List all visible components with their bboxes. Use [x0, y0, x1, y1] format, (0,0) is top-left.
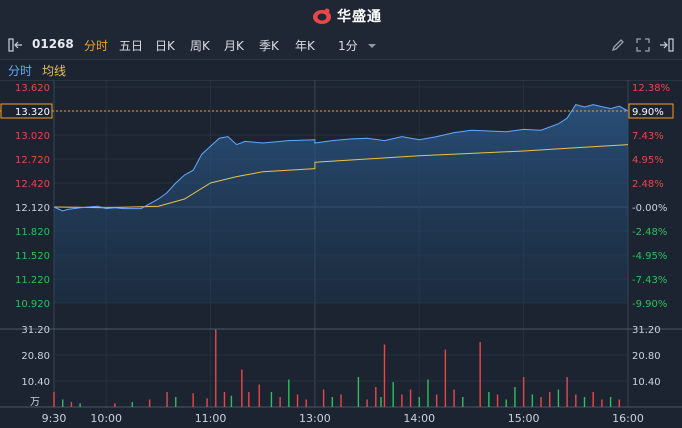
pct-tick-label: -0.00%	[632, 203, 667, 214]
price-area	[54, 104, 628, 303]
current-pct-label: 9.90%	[632, 107, 664, 118]
pct-tick-label: 4.95%	[632, 155, 664, 166]
brand-logo-icon	[313, 8, 331, 24]
tab-daily-k[interactable]: 日K	[155, 39, 175, 53]
legend-average[interactable]: 均线	[42, 64, 67, 78]
tab-yearly-k[interactable]: 年K	[295, 39, 315, 53]
chart-toolbar: 01268 分时 五日 日K 周K 月K 季K 年K 1分	[0, 31, 682, 60]
volume-tick-label-right: 31.20	[632, 325, 661, 336]
pct-tick-label: -7.43%	[632, 275, 667, 286]
stock-code: 01268	[32, 37, 74, 51]
interval-select[interactable]: 1分	[338, 37, 377, 54]
price-line	[53, 104, 629, 212]
expand-panel-icon[interactable]	[658, 38, 674, 52]
price-tick-label: 12.720	[15, 155, 50, 166]
current-pct-badge	[628, 103, 674, 119]
interval-select-value: 1分	[338, 39, 358, 53]
price-tick-label: 13.020	[15, 131, 50, 142]
fullscreen-icon[interactable]	[636, 38, 650, 52]
intraday-chart: 13.620 12.38% 13.320 9.90% 13.020 7.43% 12.720…	[0, 80, 682, 425]
legend-bar: 分时 均线	[0, 60, 682, 80]
volume-tick-label-right: 10.40	[632, 377, 661, 388]
legend-intraday[interactable]: 分时	[8, 64, 33, 78]
price-tick-label: 11.820	[15, 227, 50, 238]
price-tick-label: 12.420	[15, 179, 50, 190]
brand: 华盛通	[311, 5, 382, 27]
time-tick-label: 14:00	[403, 412, 435, 425]
pct-tick-label: -4.95%	[632, 251, 667, 262]
axis-labels: 13.620 12.38% 13.320 9.90% 13.020 7.43% 12.720…	[0, 83, 674, 425]
time-tick-label: 13:00	[299, 412, 331, 425]
time-tick-label: 9:30	[42, 412, 67, 425]
top-bar: 华盛通	[0, 0, 682, 32]
volume-bars	[53, 329, 621, 407]
current-price-label: 13.320	[15, 107, 50, 118]
current-price-badge	[0, 103, 53, 119]
brand-name: 华盛通	[337, 9, 382, 25]
price-tick-label: 12.120	[15, 203, 50, 214]
time-tick-label: 11:00	[195, 412, 227, 425]
price-tick-label: 10.920	[15, 299, 50, 310]
pct-tick-label: -9.90%	[632, 299, 667, 310]
volume-unit-label: 万	[30, 397, 40, 408]
pct-tick-label: 12.38%	[632, 83, 670, 94]
volume-tick-label: 10.40	[21, 377, 50, 388]
price-tick-label: 13.620	[15, 83, 50, 94]
tab-monthly-k[interactable]: 月K	[224, 39, 244, 53]
pencil-icon[interactable]	[611, 38, 625, 52]
price-tick-label: 11.520	[15, 251, 50, 262]
time-tick-label: 15:00	[508, 412, 540, 425]
volume-tick-label-right: 20.80	[632, 351, 661, 362]
average-price-line	[53, 144, 629, 209]
time-tick-label: 16:00	[612, 412, 644, 425]
tab-weekly-k[interactable]: 周K	[190, 39, 210, 53]
chevron-down-icon	[368, 44, 377, 48]
collapse-panel-icon[interactable]	[8, 38, 24, 52]
pct-tick-label: -2.48%	[632, 227, 667, 238]
volume-tick-label: 31.20	[21, 325, 50, 336]
pct-tick-label: 2.48%	[632, 179, 664, 190]
time-tick-label: 10:00	[90, 412, 122, 425]
tab-intraday[interactable]: 分时	[84, 39, 109, 53]
tab-quarterly-k[interactable]: 季K	[259, 39, 279, 53]
pct-tick-label: 7.43%	[632, 131, 664, 142]
price-tick-label: 11.220	[15, 275, 50, 286]
tab-five-day[interactable]: 五日	[119, 39, 144, 53]
volume-tick-label: 20.80	[21, 351, 50, 362]
